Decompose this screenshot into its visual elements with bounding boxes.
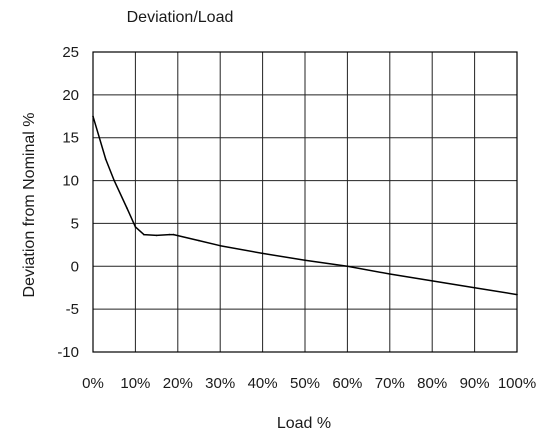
series-line — [92, 116, 518, 296]
chart-title: Deviation/Load — [127, 9, 234, 26]
data-point — [172, 233, 175, 236]
data-point — [389, 273, 391, 275]
data-point — [346, 265, 349, 268]
tick-labels: -10 -5 0 5 10 15 20 25 0% 10% 20% 30% 40% 50% 60% 70% 80… — [57, 44, 536, 392]
data-point — [168, 233, 171, 236]
grid — [92, 51, 518, 353]
data-point — [143, 233, 145, 236]
y-tick-label: 0 — [71, 258, 79, 275]
data-point — [134, 226, 137, 228]
x-tick-label: 0% — [82, 375, 104, 392]
data-point — [104, 158, 107, 160]
data-point — [126, 207, 128, 209]
x-tick-label: 10% — [120, 375, 150, 392]
plot-frame — [92, 51, 518, 353]
x-tick-label: 30% — [205, 375, 235, 392]
x-tick-label: 90% — [460, 375, 490, 392]
y-tick-label: -5 — [66, 301, 79, 318]
y-axis-label: Deviation from Nominal % — [21, 113, 38, 298]
x-tick-label: 70% — [375, 375, 405, 392]
data-point — [155, 234, 158, 237]
axes — [92, 51, 518, 353]
data-point — [304, 259, 306, 262]
data-point — [473, 286, 476, 289]
x-axis-label: Load % — [277, 415, 331, 432]
x-tick-label: 60% — [332, 375, 362, 392]
data-point — [198, 239, 200, 242]
y-tick-label: 15 — [62, 130, 79, 147]
data-point — [113, 179, 115, 182]
series-layer — [92, 115, 518, 296]
y-tick-label: 20 — [62, 87, 79, 104]
y-tick-label: -10 — [57, 344, 79, 361]
data-point — [219, 244, 221, 247]
x-tick-label: 100% — [498, 375, 536, 392]
data-point — [431, 280, 434, 282]
x-tick-label: 80% — [417, 375, 447, 392]
y-tick-label: 25 — [62, 44, 79, 61]
data-point — [516, 293, 518, 296]
x-tick-label: 20% — [163, 375, 193, 392]
y-tick-label: 10 — [62, 173, 79, 190]
y-tick-label: 5 — [71, 215, 79, 232]
x-tick-label: 40% — [248, 375, 278, 392]
x-tick-label: 50% — [290, 375, 320, 392]
data-point — [261, 252, 264, 255]
data-point — [92, 115, 94, 118]
